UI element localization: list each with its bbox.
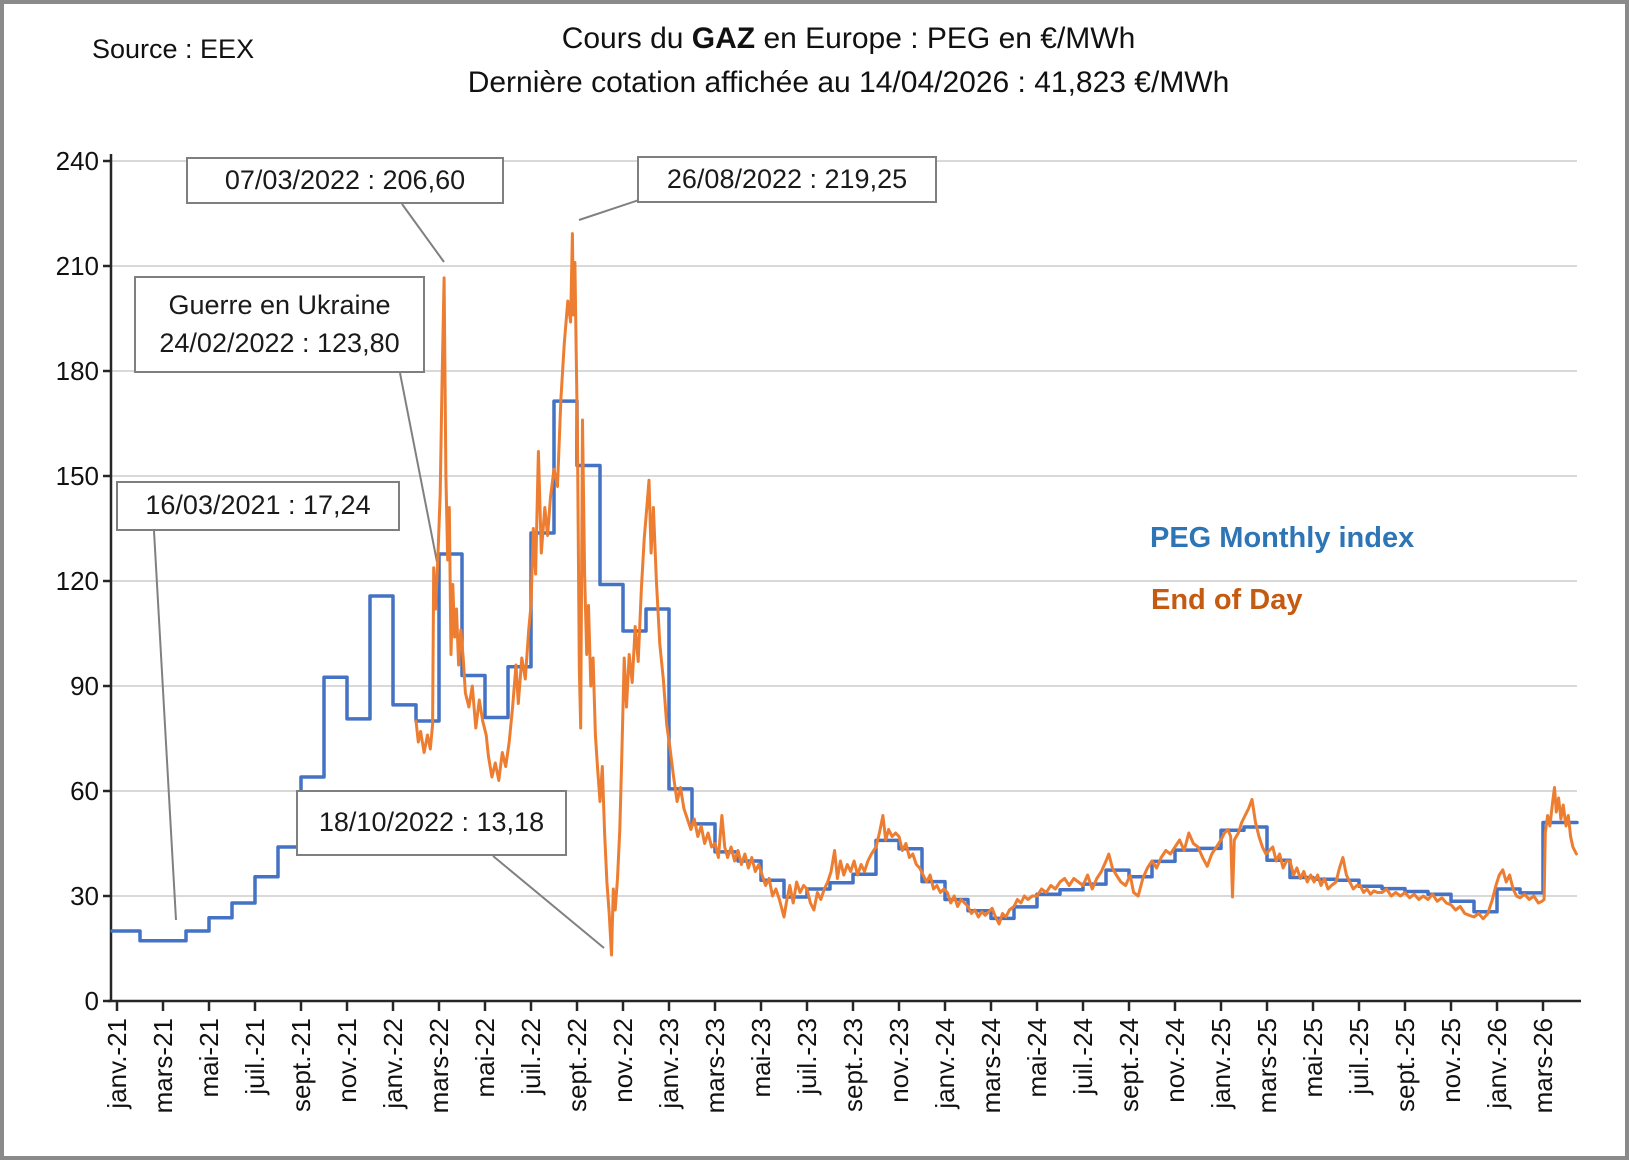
svg-text:mai-25: mai-25 <box>1298 1018 1328 1097</box>
svg-text:240: 240 <box>56 146 99 176</box>
svg-text:mars-25: mars-25 <box>1252 1018 1282 1113</box>
svg-text:mars-23: mars-23 <box>700 1018 730 1113</box>
legend-peg-monthly-index: PEG Monthly index <box>1150 522 1415 554</box>
svg-text:juil.-22: juil.-22 <box>516 1018 546 1096</box>
svg-text:sept.-24: sept.-24 <box>1114 1018 1144 1112</box>
svg-text:120: 120 <box>56 566 99 596</box>
svg-text:mars-26: mars-26 <box>1528 1018 1558 1113</box>
svg-text:90: 90 <box>70 671 99 701</box>
source-label: Source : EEX <box>92 34 255 64</box>
svg-text:nov.-23: nov.-23 <box>884 1018 914 1103</box>
svg-text:150: 150 <box>56 461 99 491</box>
svg-text:0: 0 <box>85 986 99 1016</box>
svg-text:sept.-23: sept.-23 <box>838 1018 868 1112</box>
annotation-guerre-ukraine-line2: 24/02/2022 : 123,80 <box>159 327 400 358</box>
svg-text:nov.-24: nov.-24 <box>1160 1018 1190 1103</box>
svg-text:mai-23: mai-23 <box>746 1018 776 1097</box>
svg-text:60: 60 <box>70 776 99 806</box>
svg-text:nov.-25: nov.-25 <box>1436 1018 1466 1103</box>
annotation-peak-march-2022: 07/03/2022 : 206,60 <box>186 157 504 204</box>
svg-text:janv.-22: janv.-22 <box>378 1018 408 1110</box>
svg-text:mars-21: mars-21 <box>148 1018 178 1113</box>
svg-text:sept.-25: sept.-25 <box>1390 1018 1420 1112</box>
annotation-guerre-ukraine-line1: Guerre en Ukraine <box>168 289 391 320</box>
svg-text:juil.-23: juil.-23 <box>792 1018 822 1096</box>
annotation-low-october-2022-text: 18/10/2022 : 13,18 <box>318 807 545 838</box>
svg-text:nov.-22: nov.-22 <box>608 1018 638 1103</box>
annotation-peak-august-2022-text: 26/08/2022 : 219,25 <box>666 163 908 194</box>
svg-text:janv.-23: janv.-23 <box>654 1018 684 1110</box>
svg-text:sept.-21: sept.-21 <box>286 1018 316 1112</box>
svg-text:janv.-26: janv.-26 <box>1482 1018 1512 1110</box>
svg-text:juil.-21: juil.-21 <box>240 1018 270 1096</box>
svg-text:mai-21: mai-21 <box>194 1018 224 1097</box>
svg-text:30: 30 <box>70 881 99 911</box>
chart-subtitle-last-quote: Dernière cotation affichée au 14/04/2026… <box>467 66 1230 99</box>
svg-text:mars-24: mars-24 <box>976 1018 1006 1113</box>
svg-text:210: 210 <box>56 251 99 281</box>
chart-title-prefix: Cours du <box>561 22 692 55</box>
svg-text:janv.-25: janv.-25 <box>1206 1018 1236 1110</box>
svg-text:juil.-25: juil.-25 <box>1344 1018 1374 1096</box>
svg-text:nov.-21: nov.-21 <box>332 1018 362 1103</box>
annotation-low-october-2022: 18/10/2022 : 13,18 <box>296 790 567 856</box>
svg-text:juil.-24: juil.-24 <box>1068 1018 1098 1096</box>
svg-text:janv.-21: janv.-21 <box>102 1018 132 1110</box>
svg-text:mai-22: mai-22 <box>470 1018 500 1097</box>
svg-text:mai-24: mai-24 <box>1022 1018 1052 1097</box>
annotation-low-2021-text: 16/03/2021 : 17,24 <box>145 490 371 521</box>
chart-title-suffix: en Europe : PEG en €/MWh <box>755 22 1136 55</box>
annotation-peak-march-2022-text: 07/03/2022 : 206,60 <box>224 164 466 195</box>
annotation-guerre-ukraine: Guerre en Ukraine 24/02/2022 : 123,80 <box>134 276 425 373</box>
svg-text:180: 180 <box>56 356 99 386</box>
annotation-low-2021: 16/03/2021 : 17,24 <box>116 481 400 531</box>
chart-title: Cours du GAZ en Europe : PEG en €/MWh <box>64 22 1625 56</box>
svg-text:mars-22: mars-22 <box>424 1018 454 1113</box>
legend-end-of-day: End of Day <box>1151 584 1303 616</box>
chart-title-gaz: GAZ <box>691 22 756 55</box>
svg-text:janv.-24: janv.-24 <box>930 1018 960 1110</box>
svg-text:sept.-22: sept.-22 <box>562 1018 592 1112</box>
annotation-peak-august-2022: 26/08/2022 : 219,25 <box>637 156 937 203</box>
